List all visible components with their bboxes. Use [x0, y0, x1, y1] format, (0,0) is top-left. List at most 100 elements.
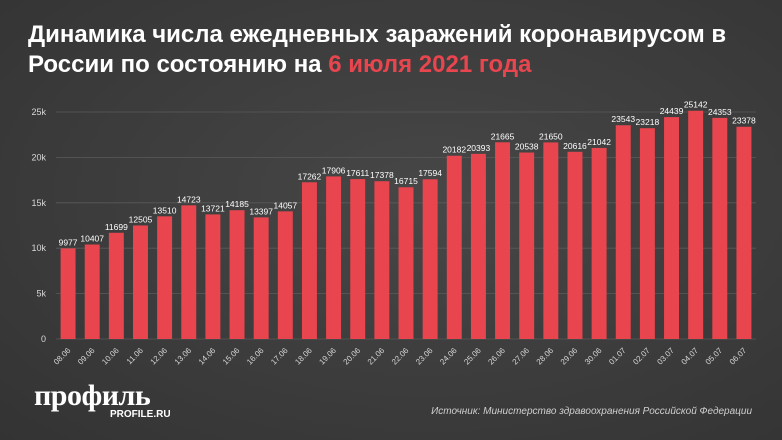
data-label: 17262 — [298, 171, 322, 181]
x-tick-label: 02.07 — [631, 346, 652, 367]
y-tick-label: 15k — [31, 198, 46, 208]
bar — [543, 142, 559, 339]
data-label: 20393 — [467, 143, 491, 153]
x-tick-label: 29.06 — [559, 346, 580, 367]
x-tick-label: 23.06 — [414, 346, 435, 367]
data-label: 17906 — [322, 165, 346, 175]
title-date-highlight: 6 июля 2021 года — [328, 51, 532, 78]
bar — [301, 182, 317, 339]
data-label: 24353 — [708, 107, 732, 117]
x-tick-label: 11.06 — [125, 346, 145, 366]
x-tick-label: 15.06 — [221, 346, 242, 367]
data-label: 9977 — [59, 237, 78, 247]
x-tick-label: 04.07 — [680, 346, 701, 367]
x-tick-label: 08.06 — [52, 346, 73, 367]
bar — [133, 225, 148, 339]
profile-logo: профиль PROFILE.RU — [34, 379, 171, 421]
x-tick-label: 10.06 — [100, 346, 121, 367]
x-tick-label: 16.06 — [245, 346, 266, 367]
x-tick-label: 01.07 — [607, 346, 628, 367]
data-label: 13397 — [249, 206, 273, 216]
y-tick-label: 5k — [36, 289, 46, 299]
bar — [519, 152, 535, 339]
bar — [229, 210, 245, 339]
bar — [350, 179, 366, 339]
bar — [664, 117, 679, 340]
data-label: 21042 — [587, 137, 611, 147]
y-tick-label: 25k — [31, 107, 46, 117]
bar — [205, 214, 221, 339]
data-label: 23378 — [732, 116, 756, 126]
x-tick-label: 06.07 — [728, 346, 749, 367]
bar — [712, 117, 728, 340]
x-tick-label: 28.06 — [535, 346, 556, 367]
data-label: 21650 — [539, 131, 563, 141]
bar — [84, 244, 100, 339]
x-tick-label: 09.06 — [76, 346, 97, 367]
bar — [422, 179, 438, 339]
bar — [736, 126, 752, 340]
x-tick-label: 14.06 — [197, 346, 218, 367]
bar — [60, 248, 76, 339]
data-label: 14185 — [225, 199, 249, 209]
x-tick-label: 18.06 — [293, 346, 314, 367]
x-tick-label: 21.06 — [366, 346, 387, 367]
data-label: 16715 — [394, 176, 418, 186]
bar — [398, 187, 414, 339]
bar — [108, 232, 124, 339]
data-label: 25142 — [684, 100, 708, 110]
bar — [157, 216, 173, 339]
bar — [326, 176, 342, 339]
y-tick-label: 10k — [31, 243, 46, 253]
data-label: 11699 — [105, 222, 128, 232]
x-tick-label: 24.06 — [438, 346, 459, 367]
bar — [688, 110, 704, 340]
data-label: 17611 — [346, 168, 369, 178]
x-tick-label: 26.06 — [486, 346, 507, 367]
bar — [470, 153, 486, 339]
data-label: 23543 — [611, 114, 635, 124]
y-tick-label: 20k — [31, 152, 46, 162]
data-label: 13721 — [201, 203, 225, 213]
bar — [181, 205, 197, 339]
data-label: 20538 — [515, 142, 539, 152]
x-tick-label: 25.06 — [462, 346, 483, 367]
bar — [253, 217, 269, 339]
x-tick-label: 20.06 — [342, 346, 363, 367]
title-main: Динамика числа ежедневных заражений коро… — [28, 21, 727, 78]
data-label: 17594 — [418, 168, 442, 178]
data-label: 20616 — [563, 141, 587, 151]
data-label: 23218 — [636, 117, 660, 127]
x-tick-label: 05.07 — [704, 346, 725, 367]
data-label: 21665 — [491, 131, 515, 141]
x-tick-label: 30.06 — [583, 346, 604, 367]
bar — [639, 128, 655, 339]
data-label: 12505 — [129, 214, 153, 224]
bar — [446, 155, 462, 339]
bar — [277, 211, 293, 339]
data-label: 14057 — [273, 200, 297, 210]
x-tick-label: 17.06 — [269, 346, 290, 367]
source-note: Источник: Министерство здравоохранения Р… — [431, 406, 752, 417]
bar — [567, 151, 583, 339]
bar — [374, 181, 390, 339]
chart-title: Динамика числа ежедневных заражений коро… — [28, 20, 768, 80]
data-label: 24439 — [660, 106, 684, 116]
data-label: 10407 — [80, 234, 104, 244]
data-label: 20182 — [442, 145, 466, 155]
bar — [615, 125, 631, 340]
x-tick-label: 27.06 — [511, 346, 532, 367]
data-label: 17378 — [370, 170, 394, 180]
x-tick-label: 13.06 — [173, 346, 194, 367]
data-label: 14723 — [177, 194, 201, 204]
logo-wordmark: профиль — [34, 379, 151, 412]
data-label: 13510 — [153, 205, 177, 215]
x-tick-label: 03.07 — [655, 346, 676, 367]
x-tick-label: 12.06 — [149, 346, 170, 367]
x-tick-label: 22.06 — [390, 346, 411, 367]
bar — [495, 142, 511, 339]
logo-url: PROFILE.RU — [110, 409, 171, 420]
x-tick-label: 19.06 — [317, 346, 338, 367]
